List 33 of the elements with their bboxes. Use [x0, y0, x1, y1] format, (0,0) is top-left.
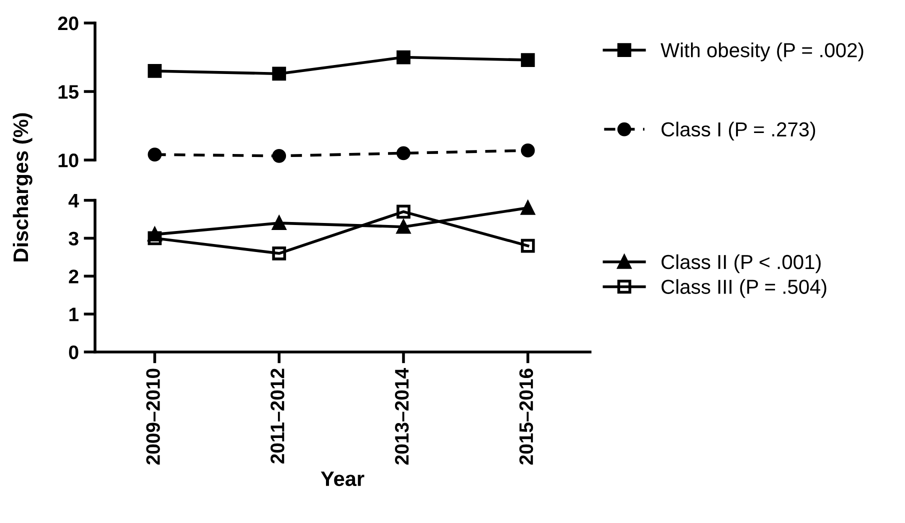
point [148, 148, 162, 162]
y-tick-label: 0 [69, 345, 78, 360]
point [272, 246, 286, 260]
legend-label: Class II (P < .001) [662, 254, 821, 274]
point [396, 146, 410, 160]
point [272, 66, 286, 81]
y-tick-label: 15 [58, 85, 79, 99]
point [148, 231, 162, 246]
y-tick-label: 20 [58, 16, 78, 30]
y-tick-label: 10 [58, 154, 78, 168]
legend-label: Class III (P = .504) [662, 279, 826, 298]
y-tick-label: 4 [68, 194, 79, 208]
x-axis-title: Year [320, 472, 364, 486]
y-axis-title: Discharges (%) [12, 113, 32, 262]
y-tick-label: 1 [69, 308, 79, 322]
point [272, 216, 286, 230]
point [520, 238, 535, 253]
point [396, 220, 410, 234]
x-tick-label: 2015–2016 [519, 368, 534, 465]
x-tick-label: 2009–2010 [146, 368, 160, 465]
point [148, 64, 162, 78]
x-tick-label: 2013–2014 [394, 368, 409, 465]
x-tick-label: 2011–2012 [270, 368, 284, 464]
point [520, 144, 535, 158]
y-tick-label: 2 [68, 270, 78, 284]
point [396, 204, 410, 219]
legend-label: With obesity (P = .002) [660, 42, 864, 62]
point [396, 50, 410, 64]
legend-label: Class I (P = .273) [662, 122, 816, 140]
point [520, 53, 535, 67]
y-tick-label: 3 [68, 232, 78, 246]
point [520, 200, 535, 215]
point [272, 148, 286, 163]
